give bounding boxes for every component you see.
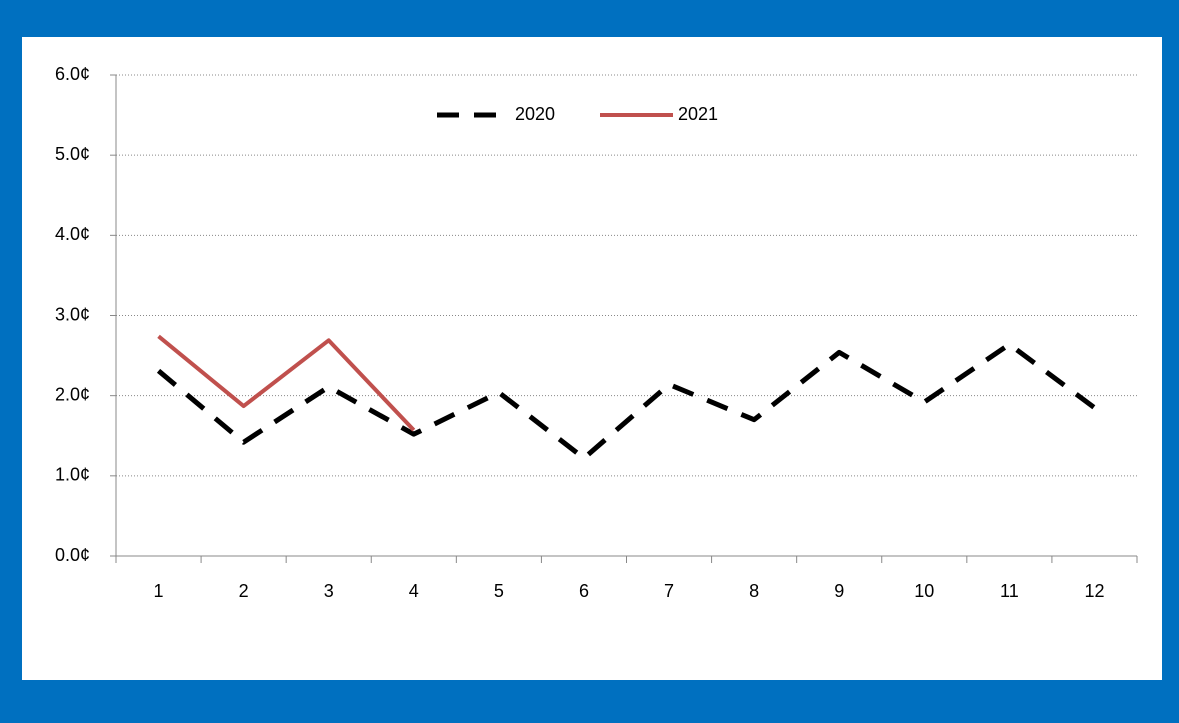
- chart-area: [22, 37, 1162, 680]
- y-tick-label: 4.0¢: [55, 224, 90, 244]
- series-line: [157, 334, 416, 432]
- x-tick-label: 7: [664, 581, 674, 601]
- legend-label: 2021: [678, 104, 718, 124]
- y-tick-label: 0.0¢: [55, 545, 90, 565]
- legend-label: 2020: [515, 104, 555, 124]
- y-tick-label: 2.0¢: [55, 384, 90, 404]
- y-tick-label: 6.0¢: [55, 64, 90, 84]
- y-tick-label: 3.0¢: [55, 304, 90, 324]
- x-tick-label: 8: [749, 581, 759, 601]
- x-tick-label: 11: [1000, 581, 1019, 601]
- x-tick-label: 9: [834, 581, 844, 601]
- y-tick-label: 1.0¢: [55, 465, 90, 485]
- y-tick-label: 5.0¢: [55, 144, 90, 164]
- x-tick-label: 4: [409, 581, 419, 601]
- x-tick-label: 12: [1084, 581, 1104, 601]
- x-tick-label: 1: [154, 581, 164, 601]
- series-line: [156, 341, 1096, 461]
- x-tick-label: 3: [324, 581, 334, 601]
- x-tick-label: 2: [239, 581, 249, 601]
- x-tick-label: 10: [914, 581, 934, 601]
- x-tick-label: 5: [494, 581, 504, 601]
- x-tick-label: 6: [579, 581, 589, 601]
